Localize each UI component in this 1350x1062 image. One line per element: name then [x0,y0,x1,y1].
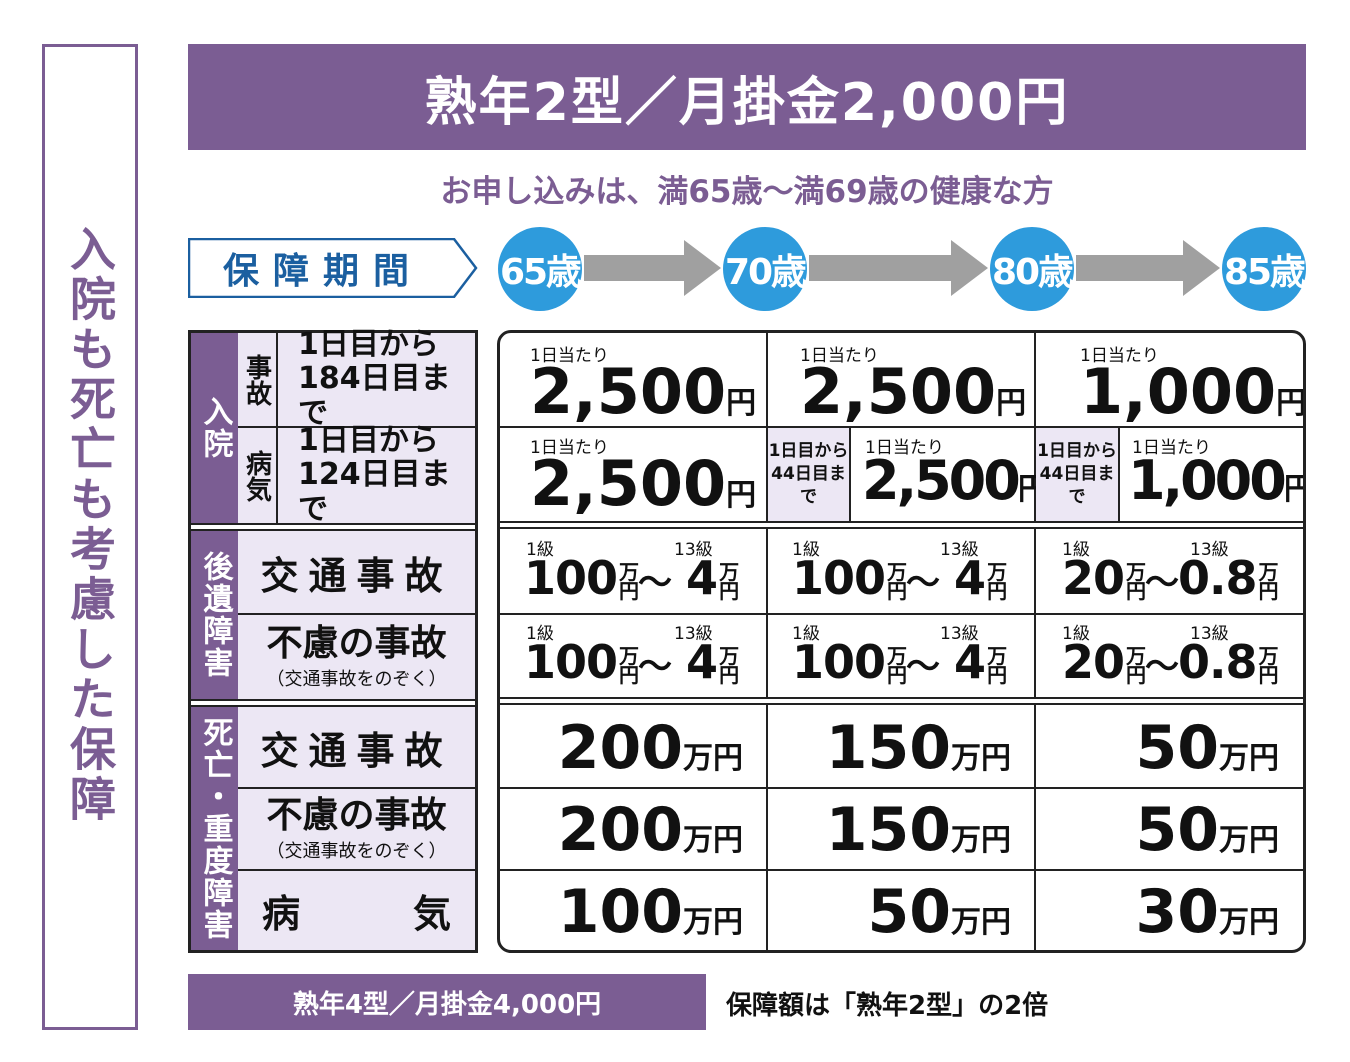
divider [191,699,475,707]
per-day-label: 1日当たり [530,346,609,366]
disability-accident-label: 不慮の事故 （交通事故をのぞく） [266,623,447,690]
death-accident-amount-1: 200万円 [557,795,743,865]
row-divider [500,613,1303,615]
accident-period-label: 1日目から 184日目まで [278,327,475,431]
per-day-label: 1日当たり [1080,346,1159,366]
plan-title: 熟年2型／月掛金2,000円 [424,72,1070,133]
death-accident-label: 不慮の事故 （交通事故をのぞく） [238,789,475,871]
side-title: 入院も死亡も考慮した保障 [63,225,117,825]
period-label-text: 保障期間 [222,251,423,292]
grade-1-label: 1級 [792,624,820,644]
disability-traffic-label: 交通事故 [238,531,475,615]
death-accident-amount-3: 50万円 [1135,795,1280,865]
grade-13-label: 13級 [940,540,979,560]
column-divider [766,333,768,950]
days-note-80: 1日目から 44日目まで [1036,428,1120,521]
hosp-illness-amount-2: 2,500円 [862,449,1048,512]
death-illness-amount-3: 30万円 [1135,877,1280,947]
per-day-label: 1日当たり [530,438,609,458]
arrow-icon [1076,240,1220,296]
grade-1-label: 1級 [526,624,554,644]
age-badge-85: 85歳 [1222,227,1306,311]
per-day-label: 1日当たり [865,438,944,458]
column-divider [1034,333,1036,950]
age-badge-80: 80歳 [990,227,1074,311]
grade-1-label: 1級 [1062,624,1090,644]
hosp-illness-amount-3: 1,000円 [1128,449,1303,512]
death-traffic-amount-2: 150万円 [825,713,1011,783]
eligibility-subtitle: お申し込みは、満65歳～満69歳の健康な方 [440,174,1054,210]
row-divider [500,869,1303,871]
per-day-label: 1日当たり [800,346,879,366]
benefit-amounts-table: 1日当たり 2,500円 1日当たり 2,500円 1日当たり 1,000円 1… [497,330,1306,953]
death-traffic-amount-3: 50万円 [1135,713,1280,783]
alt-plan-bar: 熟年4型／月掛金4,000円 [188,974,706,1030]
row-divider [500,521,1303,529]
death-illness-label: 病 気 [262,892,451,936]
age-badge-70: 70歳 [723,227,807,311]
row-divider [500,426,1303,428]
arrow-icon [584,240,721,296]
death-illness-amount-2: 50万円 [867,877,1012,947]
category-death: 死亡・重度障害 [191,707,238,950]
alt-plan-note: 保障額は「熟年2型」の2倍 [726,991,1049,1021]
death-illness-amount-1: 100万円 [557,877,743,947]
plan-header: 熟年2型／月掛金2,000円 [188,44,1306,150]
grade-13-label: 13級 [674,624,713,644]
per-day-label: 1日当たり [1132,438,1211,458]
grade-13-label: 13級 [940,624,979,644]
grade-1-label: 1級 [1062,540,1090,560]
row-divider [500,697,1303,705]
hosp-accident-amount-2: 2,500円 [800,355,1027,428]
side-title-box: 入院も死亡も考慮した保障 [42,44,138,1030]
benefit-categories-table: 入院 事故 病気 1日目から 184日目まで 1日目から 124日目まで 後遺障… [188,327,478,953]
disability-traffic-range-3: 20 万円～0.8 万円 [1062,551,1279,605]
death-traffic-amount-1: 200万円 [557,713,743,783]
sub-illness: 病気 [238,428,278,523]
hosp-accident-amount-3: 1,000円 [1080,355,1306,428]
grade-1-label: 1級 [526,540,554,560]
hosp-illness-amount-1: 2,500円 [530,447,757,520]
grade-13-label: 13級 [1190,624,1229,644]
sub-accident: 事故 [238,333,278,428]
divider [191,523,475,531]
death-accident-amount-2: 150万円 [825,795,1011,865]
category-disability: 後遺障害 [191,531,238,699]
death-traffic-label: 交通事故 [238,707,475,789]
grade-13-label: 13級 [1190,540,1229,560]
grade-13-label: 13級 [674,540,713,560]
row-divider [500,787,1303,789]
coverage-period-label: 保障期間 [188,238,478,298]
grade-1-label: 1級 [792,540,820,560]
illness-period-label: 1日目から 124日目まで [298,422,451,527]
arrow-icon [809,240,988,296]
hosp-accident-amount-1: 2,500円 [530,355,757,428]
disability-accident-range-3: 20 万円～0.8 万円 [1062,635,1279,689]
category-hospitalization: 入院 [191,333,238,523]
period-arrow-frame [188,238,478,298]
alt-plan-title: 熟年4型／月掛金4,000円 [292,989,602,1020]
age-badge-65: 65歳 [498,227,582,311]
days-note-70: 1日目から 44日目まで [768,428,851,521]
